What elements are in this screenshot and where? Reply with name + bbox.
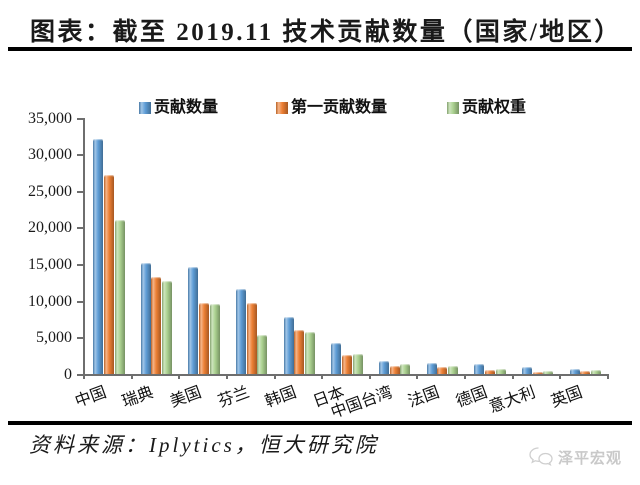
source-note: 资料来源：Iplytics，恒大研究院 bbox=[29, 433, 379, 457]
x-axis-tick bbox=[464, 374, 467, 379]
x-axis-tick bbox=[225, 374, 228, 379]
x-axis-tick bbox=[178, 374, 181, 379]
bar-第一贡献数量-德国 bbox=[484, 370, 495, 374]
bar-贡献权重-芬兰 bbox=[257, 335, 268, 374]
chart-legend: 贡献数量 第一贡献数量 贡献权重 bbox=[0, 100, 640, 116]
bar-贡献权重-意大利 bbox=[543, 371, 554, 374]
bar-贡献权重-法国 bbox=[447, 366, 458, 374]
bar-第一贡献数量-日本 bbox=[342, 355, 353, 374]
y-axis-tick bbox=[77, 374, 83, 376]
legend-swatch-icon bbox=[139, 102, 151, 114]
bar-贡献数量-德国 bbox=[474, 364, 485, 374]
y-axis-tick bbox=[77, 227, 83, 230]
bar-贡献权重-日本 bbox=[352, 354, 363, 374]
x-axis-tick bbox=[83, 374, 85, 379]
y-axis-label: 30,000 bbox=[28, 146, 72, 164]
y-axis-label: 0 bbox=[64, 366, 72, 383]
bar-贡献权重-美国 bbox=[209, 304, 220, 374]
x-axis-tick bbox=[321, 374, 324, 379]
y-axis-tick bbox=[77, 300, 83, 303]
watermark: 泽平宏观 bbox=[528, 446, 622, 468]
y-axis-tick bbox=[77, 117, 83, 120]
bar-第一贡献数量-法国 bbox=[437, 367, 448, 374]
x-axis-line bbox=[83, 374, 609, 376]
y-axis-tick bbox=[77, 190, 83, 193]
x-axis-tick bbox=[511, 374, 514, 379]
bar-第一贡献数量-瑞典 bbox=[151, 277, 162, 374]
bar-贡献权重-德国 bbox=[495, 369, 506, 374]
x-axis-tick bbox=[559, 374, 562, 379]
bar-第一贡献数量-中国 bbox=[103, 175, 114, 374]
watermark-label: 泽平宏观 bbox=[558, 450, 623, 467]
y-axis-label: 20,000 bbox=[28, 219, 72, 237]
y-axis-line bbox=[83, 117, 85, 376]
bar-贡献权重-英国 bbox=[590, 370, 601, 374]
x-axis-tick bbox=[416, 374, 419, 379]
bar-第一贡献数量-芬兰 bbox=[246, 303, 257, 374]
bar-贡献权重-中国台湾 bbox=[400, 364, 411, 374]
bar-贡献数量-瑞典 bbox=[140, 263, 151, 374]
y-axis-label: 35,000 bbox=[28, 109, 72, 127]
bar-贡献权重-韩国 bbox=[305, 332, 316, 374]
bar-贡献权重-瑞典 bbox=[162, 281, 173, 374]
y-axis-tick bbox=[77, 264, 83, 267]
legend-label: 贡献权重 bbox=[462, 99, 527, 116]
legend-swatch-icon bbox=[276, 102, 288, 114]
bar-第一贡献数量-美国 bbox=[199, 303, 210, 374]
legend-label: 贡献数量 bbox=[154, 99, 219, 116]
bar-贡献数量-芬兰 bbox=[236, 289, 247, 374]
bar-贡献数量-英国 bbox=[569, 369, 580, 374]
bar-贡献数量-法国 bbox=[426, 363, 437, 374]
bar-贡献数量-中国 bbox=[93, 139, 104, 374]
x-axis-tick bbox=[607, 374, 609, 379]
title-rule bbox=[8, 47, 632, 51]
wechat-bubbles-icon bbox=[529, 447, 553, 467]
legend-item-第一贡献数量: 第一贡献数量 bbox=[276, 100, 387, 116]
bar-第一贡献数量-中国台湾 bbox=[389, 366, 400, 374]
bar-贡献数量-意大利 bbox=[521, 367, 532, 374]
footer-rule bbox=[8, 421, 632, 425]
legend-item-贡献数量: 贡献数量 bbox=[139, 100, 218, 116]
y-axis-tick bbox=[77, 337, 83, 340]
bar-第一贡献数量-韩国 bbox=[294, 330, 305, 374]
bar-第一贡献数量-英国 bbox=[580, 371, 591, 374]
y-axis-label: 10,000 bbox=[28, 292, 72, 310]
bar-贡献数量-日本 bbox=[331, 343, 342, 374]
x-axis-tick bbox=[130, 374, 133, 379]
chart-title: 图表：截至 2019.11 技术贡献数量（国家/地区） bbox=[30, 19, 622, 46]
legend-item-贡献权重: 贡献权重 bbox=[447, 100, 526, 116]
bar-贡献数量-韩国 bbox=[283, 317, 294, 374]
y-axis-label: 15,000 bbox=[28, 256, 72, 274]
y-axis-tick bbox=[77, 154, 83, 157]
x-axis-tick bbox=[368, 374, 371, 379]
y-axis-label: 5,000 bbox=[36, 329, 72, 347]
x-axis-tick bbox=[273, 374, 276, 379]
legend-label: 第一贡献数量 bbox=[291, 99, 388, 116]
bar-第一贡献数量-意大利 bbox=[532, 372, 543, 374]
y-axis-label: 25,000 bbox=[28, 182, 72, 200]
bar-贡献数量-中国台湾 bbox=[379, 361, 390, 374]
legend-swatch-icon bbox=[447, 102, 459, 114]
bar-贡献权重-中国 bbox=[114, 220, 125, 374]
bar-贡献数量-美国 bbox=[188, 267, 199, 374]
